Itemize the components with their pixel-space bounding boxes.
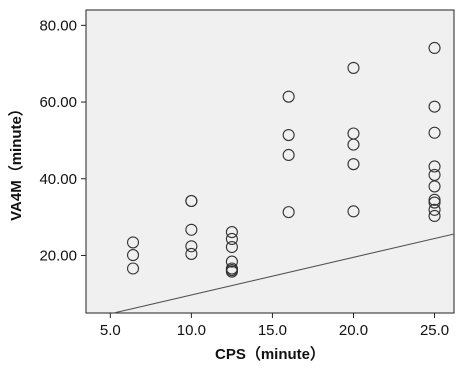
y-axis-title: VA4M（minute） bbox=[7, 101, 25, 221]
data-point bbox=[428, 193, 441, 206]
x-tick-label: 15.0 bbox=[258, 322, 287, 339]
y-tick-label: 80.00 bbox=[39, 17, 77, 34]
data-point bbox=[428, 196, 441, 209]
data-point bbox=[185, 240, 198, 253]
data-point bbox=[126, 249, 140, 262]
data-point bbox=[428, 209, 441, 223]
x-tick-label: 20.0 bbox=[339, 322, 368, 339]
x-tick-label: 10.0 bbox=[177, 322, 206, 339]
y-axis: 20.00 40.00 60.00 80.00 bbox=[39, 17, 86, 264]
reference-line bbox=[113, 233, 455, 314]
y-tick-label: 20.00 bbox=[39, 247, 77, 264]
data-point bbox=[428, 100, 441, 113]
y-tick-label: 40.00 bbox=[39, 171, 77, 188]
x-axis-title: CPS（minute） bbox=[215, 345, 325, 363]
data-point bbox=[126, 236, 140, 249]
points-layer bbox=[126, 41, 441, 278]
data-point bbox=[185, 194, 198, 208]
data-point bbox=[225, 240, 238, 254]
data-point bbox=[282, 206, 295, 219]
data-point bbox=[282, 148, 295, 162]
data-point bbox=[347, 138, 360, 151]
data-point bbox=[225, 255, 238, 268]
plot-area bbox=[85, 9, 455, 314]
reference-line-layer bbox=[113, 233, 455, 314]
x-tick-label: 5.0 bbox=[100, 322, 121, 339]
data-point bbox=[282, 90, 295, 103]
x-tick-label: 25.0 bbox=[420, 322, 449, 339]
data-point bbox=[428, 126, 441, 139]
data-point bbox=[428, 41, 441, 55]
data-point bbox=[225, 265, 238, 278]
data-point bbox=[428, 160, 441, 173]
data-point bbox=[225, 232, 238, 246]
data-point bbox=[428, 180, 441, 193]
data-point bbox=[185, 223, 198, 236]
data-point bbox=[185, 247, 198, 260]
x-axis: 5.0 10.0 15.0 20.0 25.0 bbox=[100, 313, 449, 339]
data-point bbox=[225, 226, 238, 239]
data-point bbox=[282, 128, 295, 142]
data-point bbox=[126, 262, 140, 275]
data-point bbox=[428, 203, 441, 216]
y-tick-label: 60.00 bbox=[39, 94, 77, 111]
data-point bbox=[347, 61, 360, 74]
data-point bbox=[347, 158, 360, 171]
data-point bbox=[347, 205, 360, 218]
